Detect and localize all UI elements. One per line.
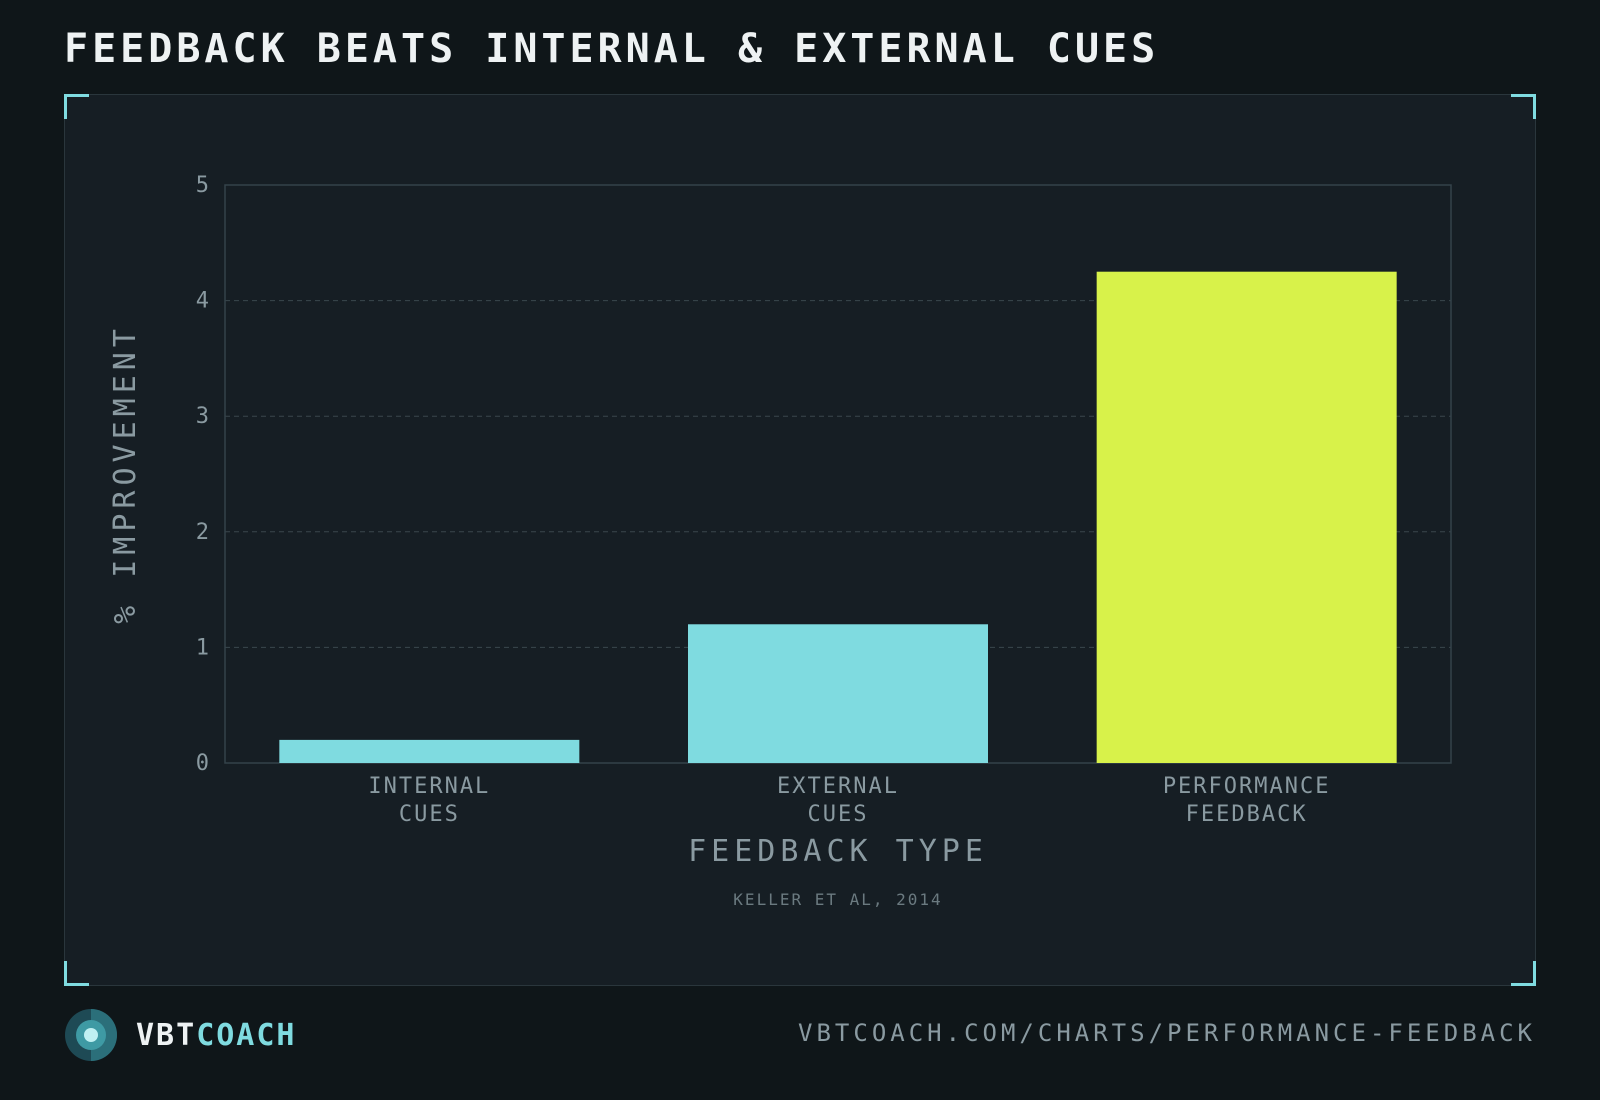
bar [1096,271,1397,763]
brand-name-part1: VBT [136,1017,197,1053]
y-tick-label: 3 [196,404,209,429]
y-tick-label: 2 [196,520,209,545]
y-axis-label: % IMPROVEMENT [108,324,143,624]
corner-bracket-top-left [64,94,89,119]
x-tick-label: PERFORMANCE FEEDBACK [1163,774,1331,827]
brand-name-part2: COACH [196,1017,297,1053]
corner-bracket-bottom-left [64,961,89,986]
footer-brand: VBTCOACH [64,1008,297,1062]
x-tick-label: INTERNAL CUES [368,774,490,827]
y-tick-label: 1 [196,635,209,660]
y-tick-label: 0 [196,751,209,776]
brand-name: VBTCOACH [136,1018,297,1053]
x-tick-label: EXTERNAL CUES [777,774,899,827]
bar-chart: 0 1 2 3 4 5 INTERNAL CUES EXTERNAL CUES PERFORMANC… [108,173,1452,909]
chart-panel: 0 1 2 3 4 5 INTERNAL CUES EXTERNAL CUES PERFORMANC… [64,94,1536,986]
y-tick-label: 5 [196,173,209,198]
footer-url: VBTCOACH.COM/CHARTS/PERFORMANCE-FEEDBACK [798,1019,1536,1047]
source-citation: KELLER ET AL, 2014 [733,890,942,909]
vbtcoach-logo-icon [65,1009,117,1061]
x-axis-label: FEEDBACK TYPE [688,834,988,869]
corner-bracket-top-right [1511,94,1536,119]
corner-bracket-bottom-right [1511,961,1536,986]
page-title: FEEDBACK BEATS INTERNAL & EXTERNAL CUES [64,26,1160,72]
bar [688,624,988,763]
bar [279,739,580,763]
y-tick-label: 4 [196,289,209,314]
